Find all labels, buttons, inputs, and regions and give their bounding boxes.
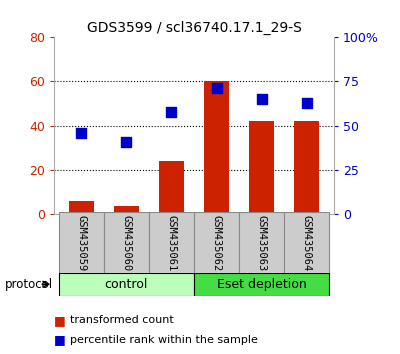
Text: GSM435063: GSM435063 xyxy=(257,215,267,272)
Bar xyxy=(69,201,94,214)
Bar xyxy=(294,121,319,214)
Point xyxy=(304,100,310,105)
Text: ■: ■ xyxy=(54,333,66,346)
Point xyxy=(78,130,84,136)
Point xyxy=(258,96,265,102)
Text: GSM435060: GSM435060 xyxy=(121,215,131,272)
Text: GSM435062: GSM435062 xyxy=(212,215,222,272)
Bar xyxy=(159,161,184,214)
Bar xyxy=(58,212,104,274)
Bar xyxy=(58,273,194,296)
Point xyxy=(123,139,130,144)
Text: GSM435064: GSM435064 xyxy=(302,215,312,272)
Bar xyxy=(204,81,229,214)
Bar xyxy=(149,212,194,274)
Bar xyxy=(194,212,239,274)
Text: percentile rank within the sample: percentile rank within the sample xyxy=(70,335,258,345)
Title: GDS3599 / scl36740.17.1_29-S: GDS3599 / scl36740.17.1_29-S xyxy=(86,21,302,35)
Text: ■: ■ xyxy=(54,314,66,327)
Bar xyxy=(249,121,274,214)
Text: protocol: protocol xyxy=(5,278,53,291)
Bar xyxy=(194,273,330,296)
Text: GSM435061: GSM435061 xyxy=(166,215,176,272)
Point xyxy=(213,86,220,91)
Bar xyxy=(104,212,149,274)
Bar xyxy=(114,206,139,214)
Text: Eset depletion: Eset depletion xyxy=(217,278,307,291)
Bar xyxy=(239,212,284,274)
Text: GSM435059: GSM435059 xyxy=(76,215,86,272)
Bar xyxy=(284,212,330,274)
Text: transformed count: transformed count xyxy=(70,315,174,325)
Text: control: control xyxy=(104,278,148,291)
Point xyxy=(168,109,175,114)
